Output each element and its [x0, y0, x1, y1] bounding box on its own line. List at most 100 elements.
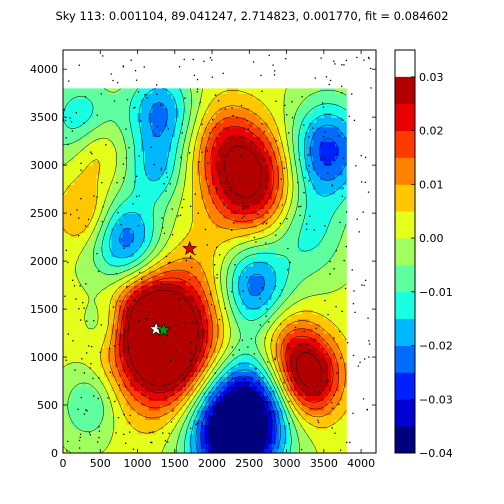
heatmap-cell: [130, 136, 135, 142]
heatmap-cell: [249, 357, 254, 363]
heatmap-cell: [130, 448, 135, 454]
heatmap-cell: [312, 328, 317, 334]
heatmap-cell: [335, 438, 340, 445]
heatmap-cell: [241, 184, 247, 190]
heatmap-cell: [185, 429, 191, 435]
heatmap-cell: [241, 169, 247, 176]
heatmap-cell: [66, 165, 72, 171]
heatmap-cell: [126, 352, 131, 358]
heatmap-cell: [63, 208, 68, 214]
heatmap-cell: [85, 141, 90, 147]
heatmap-cell: [230, 366, 236, 373]
heatmap-cell: [141, 275, 146, 281]
heatmap-cell: [122, 433, 127, 440]
heatmap-cell: [294, 280, 299, 286]
heatmap-cell: [100, 165, 105, 171]
heatmap-cell: [290, 246, 295, 253]
heatmap-cell: [275, 261, 280, 267]
heatmap-cell: [118, 376, 124, 382]
heatmap-cell: [312, 323, 317, 329]
heatmap-cell: [167, 385, 172, 392]
heatmap-cell: [137, 285, 142, 291]
heatmap-cell: [133, 405, 139, 411]
heatmap-cell: [267, 289, 273, 296]
heatmap-cell: [253, 213, 258, 219]
heatmap-cell: [316, 189, 321, 195]
heatmap-cell: [327, 265, 332, 272]
heatmap-cell: [338, 155, 344, 161]
heatmap-cell: [238, 405, 243, 411]
heatmap-cell: [226, 357, 232, 363]
heatmap-cell: [100, 141, 105, 147]
heatmap-cell: [245, 352, 250, 358]
heatmap-cell: [185, 304, 191, 310]
heatmap-cell: [219, 189, 224, 195]
heatmap-cell: [96, 448, 101, 454]
heatmap-cell: [215, 337, 221, 344]
heatmap-cell: [96, 179, 101, 185]
heatmap-cell: [77, 203, 83, 209]
heatmap-cell: [212, 241, 217, 248]
heatmap-cell: [301, 222, 306, 229]
heatmap-cell: [182, 193, 187, 200]
heatmap-cell: [85, 342, 90, 349]
heatmap-cell: [130, 289, 135, 296]
heatmap-cell: [305, 174, 310, 181]
heatmap-cell: [103, 261, 109, 267]
heatmap-cell: [212, 400, 217, 406]
heatmap-cell: [92, 160, 98, 166]
heatmap-cell: [103, 385, 109, 392]
heatmap-cell: [245, 275, 250, 281]
heatmap-cell: [260, 342, 265, 349]
heatmap-cell: [282, 208, 288, 214]
heatmap-cell: [290, 361, 295, 368]
heatmap-cell: [100, 280, 105, 286]
heatmap-cell: [74, 294, 79, 301]
heatmap-cell: [107, 150, 113, 157]
heatmap-cell: [256, 189, 262, 195]
heatmap-cell: [85, 323, 90, 329]
heatmap-cell: [219, 141, 224, 147]
heatmap-cell: [156, 222, 161, 229]
heatmap-cell: [305, 395, 310, 401]
heatmap-cell: [115, 251, 120, 257]
heatmap-cell: [249, 414, 254, 421]
heatmap-cell: [297, 385, 303, 392]
heatmap-cell: [264, 155, 269, 161]
heatmap-cell: [294, 385, 299, 392]
heatmap-cell: [152, 160, 157, 166]
heatmap-cell: [226, 251, 232, 257]
heatmap-cell: [163, 222, 168, 229]
heatmap-cell: [182, 352, 187, 358]
heatmap-cell: [215, 357, 221, 363]
heatmap-cell: [148, 270, 154, 277]
heatmap-cell: [238, 198, 243, 205]
heatmap-cell: [122, 179, 127, 185]
heatmap-cell: [148, 438, 154, 445]
heatmap-cell: [122, 347, 127, 353]
heatmap-cell: [96, 213, 101, 219]
heatmap-cell: [215, 395, 221, 401]
heatmap-cell: [185, 385, 191, 392]
heatmap-cell: [230, 361, 236, 368]
heatmap-cell: [282, 318, 288, 325]
heatmap-cell: [294, 299, 299, 305]
heatmap-cell: [323, 150, 329, 157]
heatmap-cell: [238, 265, 243, 272]
heatmap-cell: [271, 400, 276, 406]
heatmap-cell: [282, 141, 288, 147]
heatmap-cell: [260, 251, 265, 257]
heatmap-cell: [182, 141, 187, 147]
heatmap-cell: [141, 184, 146, 190]
heatmap-cell: [77, 213, 83, 219]
heatmap-cell: [234, 371, 239, 377]
heatmap-cell: [297, 160, 303, 166]
heatmap-cell: [89, 213, 94, 219]
heatmap-cell: [178, 169, 183, 176]
heatmap-cell: [305, 361, 310, 368]
heatmap-cell: [338, 342, 344, 349]
heatmap-cell: [156, 433, 161, 440]
heatmap-cell: [312, 270, 317, 277]
heatmap-cell: [118, 165, 124, 171]
heatmap-cell: [294, 227, 299, 233]
